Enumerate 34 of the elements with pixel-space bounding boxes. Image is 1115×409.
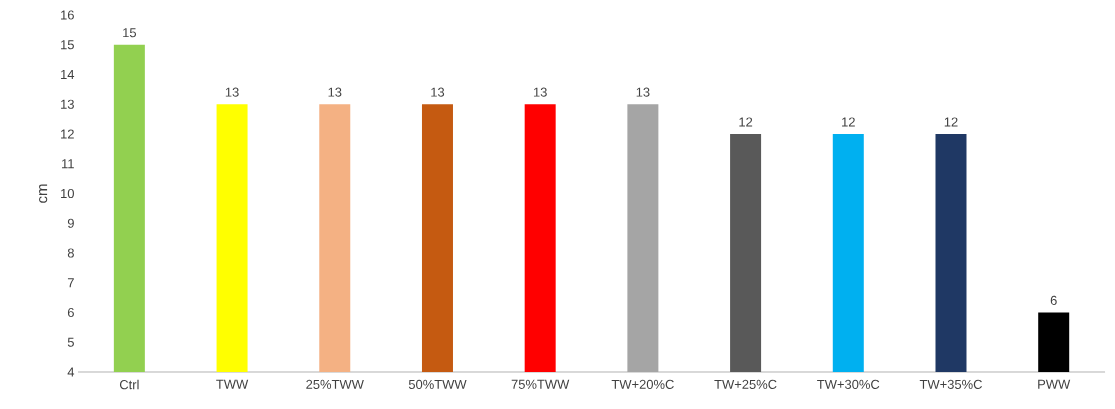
y-tick-label: 14 xyxy=(61,70,75,79)
y-tick-label: 12 xyxy=(61,129,74,139)
x-tick-label: TWW xyxy=(216,379,249,389)
x-tick-label: Ctrl xyxy=(119,379,139,390)
data-label: 13 xyxy=(328,87,342,97)
data-label: 12 xyxy=(944,117,958,127)
y-tick-label: 15 xyxy=(61,40,74,50)
x-tick-label: TW+25%C xyxy=(714,379,777,389)
y-tick-label: 5 xyxy=(67,337,74,347)
x-tick-label: PWW xyxy=(1038,379,1071,389)
data-label: 13 xyxy=(225,87,239,97)
data-label: 15 xyxy=(123,28,137,38)
data-label: 13 xyxy=(431,87,445,97)
y-tick-label: 10 xyxy=(61,188,74,199)
x-tick-label: 25%TWW xyxy=(306,379,364,389)
y-tick-label: 8 xyxy=(67,248,74,258)
data-label: 12 xyxy=(739,117,753,127)
x-tick-label: 50%TWW xyxy=(408,379,467,389)
y-axis-title: cm xyxy=(39,184,48,203)
data-label: 13 xyxy=(636,87,650,97)
y-tick-label: 13 xyxy=(61,99,74,109)
x-tick-label: TW+20%C xyxy=(611,379,674,389)
data-label: 13 xyxy=(533,87,547,97)
data-label: 12 xyxy=(842,117,855,127)
x-tick-label: 75%TWW xyxy=(511,379,570,389)
x-tick-label: TW+35%C xyxy=(919,379,982,389)
y-tick-label: 11 xyxy=(62,159,74,169)
y-tick-label: 6 xyxy=(67,307,74,318)
y-tick-label: 7 xyxy=(67,278,74,288)
y-tick-label: 9 xyxy=(67,218,74,228)
y-tick-label: 16 xyxy=(61,10,74,20)
data-label: 6 xyxy=(1050,295,1057,305)
x-tick-label: TW+30%C xyxy=(817,379,880,389)
y-tick-label: 4 xyxy=(67,367,75,377)
